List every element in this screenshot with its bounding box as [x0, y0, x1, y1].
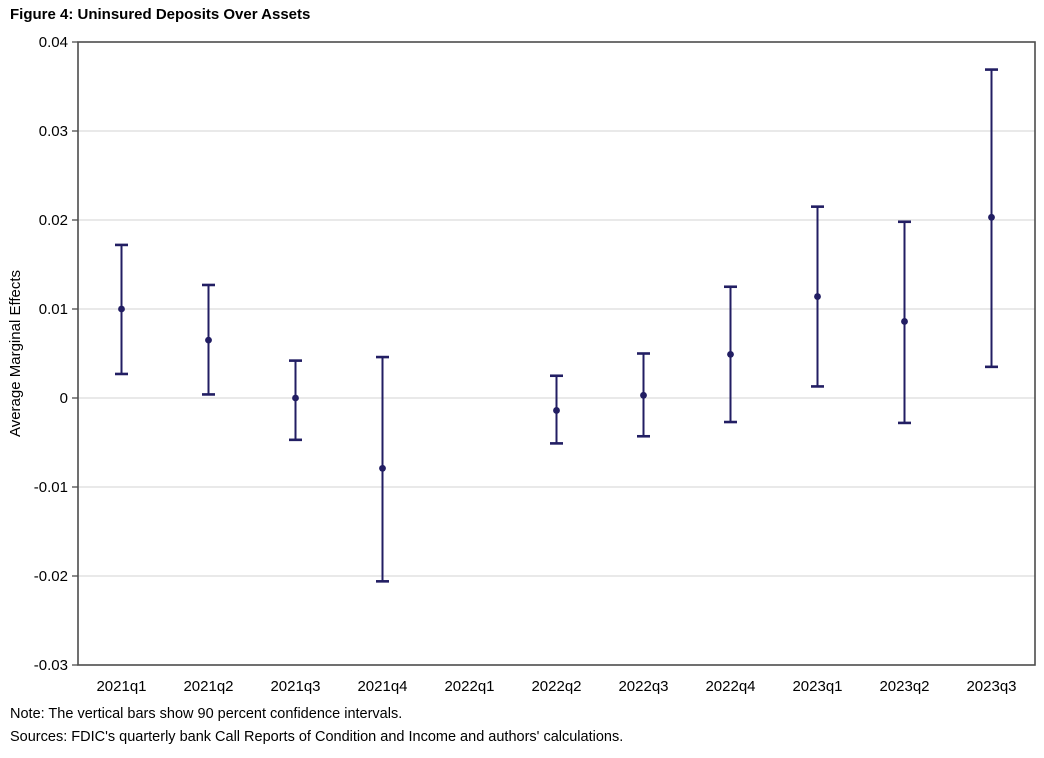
chart-sources-line: Sources: FDIC's quarterly bank Call Repo… — [10, 729, 624, 745]
data-point-marker — [379, 464, 386, 472]
y-axis-title: Average Marginal Effects — [7, 270, 24, 437]
x-tick-label: 2021q4 — [357, 678, 407, 695]
data-point-marker — [901, 318, 908, 325]
error-bar-2021q4 — [376, 355, 389, 583]
x-tick-label: 2023q3 — [966, 678, 1016, 695]
chart-notes: Note: The vertical bars show 90 percent … — [10, 703, 623, 749]
x-tick-label: 2021q2 — [183, 678, 233, 695]
x-tick-label: 2022q1 — [444, 678, 494, 695]
plot-border — [77, 41, 1036, 666]
chart-note-line: Note: The vertical bars show 90 percent … — [10, 706, 403, 722]
y-tick-label: 0.01 — [39, 301, 68, 318]
error-bar-2023q3 — [985, 68, 998, 369]
x-tick-label: 2021q1 — [96, 678, 146, 695]
error-bar-2022q2 — [550, 374, 563, 445]
error-bar-2021q3 — [289, 359, 302, 442]
x-tick-label: 2022q3 — [618, 678, 668, 695]
y-tick-label: -0.03 — [34, 657, 68, 674]
data-point-marker — [988, 213, 995, 221]
x-tick-label: 2022q4 — [705, 678, 755, 695]
error-bar-2023q2 — [898, 220, 911, 425]
data-point-marker — [205, 336, 212, 344]
y-tick-label: 0.04 — [39, 34, 68, 51]
data-point-marker — [640, 391, 647, 399]
error-bar-2021q1 — [115, 243, 128, 376]
data-point-marker — [553, 407, 560, 414]
data-point-marker — [118, 305, 125, 313]
x-tick-label: 2023q2 — [879, 678, 929, 695]
y-tick-label: 0.02 — [39, 212, 68, 229]
data-point-marker — [727, 350, 734, 358]
error-bar-2023q1 — [811, 205, 824, 388]
error-bar-2022q4 — [724, 285, 737, 424]
x-tick-label: 2021q3 — [270, 678, 320, 695]
y-tick-label: -0.01 — [34, 479, 68, 496]
data-point-marker — [292, 394, 299, 402]
error-bar-2022q3 — [637, 352, 650, 438]
y-tick-label: -0.02 — [34, 568, 68, 585]
chart-title: Figure 4: Uninsured Deposits Over Assets — [10, 6, 311, 23]
x-tick-label: 2022q2 — [531, 678, 581, 695]
y-tick-label: 0.03 — [39, 123, 68, 140]
x-tick-label: 2023q1 — [792, 678, 842, 695]
data-point-marker — [814, 293, 821, 300]
y-tick-label: 0 — [60, 390, 68, 407]
error-bar-2021q2 — [202, 283, 215, 396]
